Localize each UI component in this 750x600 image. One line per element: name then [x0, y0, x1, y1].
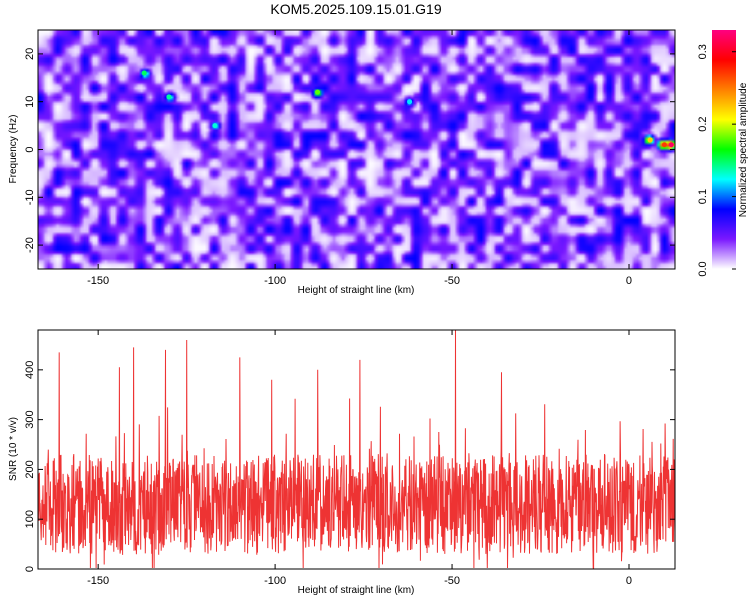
spectrogram-peak: [141, 70, 147, 76]
spectrogram-peak: [166, 94, 172, 100]
spectrogram-peak: [212, 123, 218, 129]
colorbar-tick-label: 0.0: [697, 261, 709, 276]
snr-xtick-label: -100: [264, 575, 286, 587]
snr-x-axis: -150 -100 -50 0: [87, 330, 632, 587]
snr-ytick-label: 0: [24, 566, 36, 572]
snr-frame: [37, 329, 676, 570]
snr-ytick-label: 200: [24, 460, 36, 478]
snr-y-axis: 0 100 200 300 400: [24, 361, 675, 572]
spectrogram-xtick-label: -150: [87, 275, 109, 287]
spectrogram-peak: [647, 137, 653, 143]
spectrogram-xtick-label: -50: [444, 275, 460, 287]
spectrogram-y-axis: -20 -10 0 10 20: [24, 48, 675, 253]
spectrogram-xlabel: Height of straight line (km): [298, 285, 415, 296]
snr-ytick-label: 300: [24, 410, 36, 428]
spectrogram-ytick-label: 20: [24, 48, 36, 60]
spectrogram-peak: [668, 142, 674, 148]
spectrogram-ylabel: Frequency (Hz): [8, 115, 19, 184]
colorbar: 0.0 0.1 0.2 0.3 Normalized spectral amplitu…: [697, 30, 749, 277]
colorbar-tick-label: 0.2: [697, 117, 709, 132]
spectrogram-peak: [315, 89, 321, 95]
spectrogram-xtick-label: -100: [264, 275, 286, 287]
spectrogram-peaks: [141, 70, 674, 148]
snr-xlabel: Height of straight line (km): [298, 585, 415, 596]
colorbar-tick-label: 0.3: [697, 44, 709, 59]
snr-series-line: [37, 329, 676, 570]
spectrogram-ytick-label: 0: [24, 146, 36, 152]
spectrogram-heatmap: [38, 30, 675, 269]
snr-ytick-label: 100: [24, 510, 36, 528]
spectrogram-xtick-label: 0: [626, 275, 632, 287]
snr-xtick-label: -150: [87, 575, 109, 587]
snr-xtick-label: -50: [444, 575, 460, 587]
spectrogram-x-axis: -150 -100 -50 0: [87, 30, 632, 287]
figure-title: KOM5.2025.109.15.01.G19: [270, 1, 442, 17]
colorbar-gradient: [712, 30, 736, 269]
colorbar-ticks: 0.0 0.1 0.2 0.3: [697, 44, 736, 277]
snr-ytick-label: 400: [24, 361, 36, 379]
colorbar-tick-label: 0.1: [697, 189, 709, 204]
spectrogram-peak: [661, 142, 667, 148]
spectrogram-peak: [407, 99, 413, 105]
spectrogram-ytick-label: -10: [24, 189, 36, 205]
spectrogram-ytick-label: 10: [24, 96, 36, 108]
colorbar-label: Normalized spectral amplitude: [738, 82, 749, 217]
spectrogram-ytick-label: -20: [24, 237, 36, 253]
snr-ylabel: SNR (10 * v/v): [8, 417, 19, 481]
snr-panel: -150 -100 -50 0 0 100 200 300 400 Height of str…: [8, 329, 676, 596]
snr-xtick-label: 0: [626, 575, 632, 587]
